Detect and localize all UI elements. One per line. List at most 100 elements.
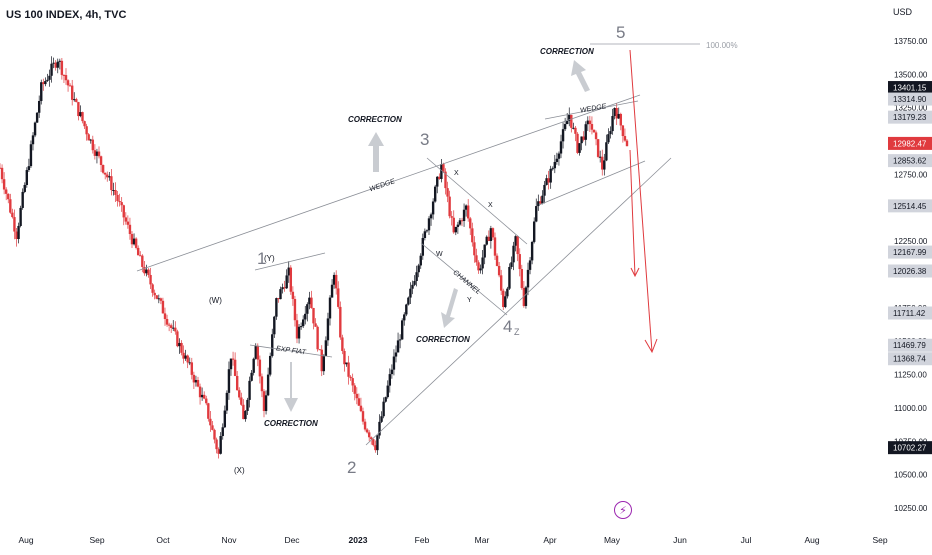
candle-body bbox=[304, 313, 307, 320]
candle-body bbox=[233, 359, 237, 376]
candle-body bbox=[324, 340, 328, 357]
candle-body bbox=[392, 356, 396, 370]
candle-body bbox=[101, 164, 105, 173]
currency-label: USD bbox=[893, 7, 913, 17]
projection-arrow-secondary bbox=[629, 149, 636, 277]
candle-body bbox=[244, 410, 247, 420]
price-label-text: 10702.27 bbox=[893, 444, 927, 453]
candle-body bbox=[398, 339, 402, 341]
candle-body bbox=[502, 290, 505, 308]
x-tick-label: Jun bbox=[673, 535, 687, 545]
price-label-box bbox=[888, 338, 932, 352]
candle-body bbox=[563, 124, 567, 130]
correction-arrow-down-flat bbox=[284, 362, 298, 412]
candle-body bbox=[79, 112, 82, 117]
candle-body bbox=[537, 201, 540, 207]
candle-body bbox=[139, 255, 142, 257]
candle-body bbox=[328, 297, 332, 319]
channel-lower-line bbox=[420, 242, 508, 316]
candle-body bbox=[623, 136, 627, 141]
lightning-icon[interactable]: ⚡ bbox=[614, 501, 632, 519]
candle-body bbox=[596, 139, 600, 157]
candle-body bbox=[466, 205, 470, 219]
candle-body bbox=[421, 237, 425, 256]
price-label-box bbox=[888, 154, 932, 168]
correction-label-wedge: CORRECTION bbox=[348, 115, 402, 124]
candle-body bbox=[174, 327, 177, 332]
wave-label-w-minor: W bbox=[436, 251, 443, 258]
candle-body bbox=[363, 421, 367, 430]
candle-body bbox=[370, 437, 373, 440]
candle-body bbox=[33, 122, 37, 136]
y-tick-label: 12750.00 bbox=[894, 170, 928, 179]
candle-body bbox=[219, 436, 222, 454]
price-label-text: 13401.15 bbox=[893, 84, 927, 93]
chart-title: US 100 INDEX, 4h, TVC bbox=[6, 9, 127, 21]
candle-body bbox=[438, 176, 441, 179]
correction-label-top: CORRECTION bbox=[540, 47, 594, 56]
candle-body bbox=[355, 393, 359, 399]
flat-lower-line bbox=[249, 344, 333, 358]
x-tick-label: Dec bbox=[284, 535, 300, 545]
candle-body bbox=[301, 319, 305, 327]
candle-body bbox=[485, 236, 488, 245]
candle-body bbox=[510, 262, 513, 267]
candle-body bbox=[64, 75, 68, 81]
price-label-box bbox=[888, 245, 932, 259]
candle-body bbox=[242, 404, 245, 420]
wave-label-1y: (Y) bbox=[264, 254, 275, 263]
candle-body bbox=[277, 298, 280, 300]
candle-body bbox=[594, 132, 598, 140]
candle-body bbox=[134, 238, 138, 248]
candle-body bbox=[607, 134, 610, 143]
candle-body bbox=[264, 395, 268, 412]
x-tick-label: May bbox=[604, 535, 621, 545]
candle-body bbox=[124, 217, 128, 222]
trendlines bbox=[136, 43, 700, 446]
candle-body bbox=[252, 358, 255, 373]
candle-body bbox=[312, 307, 315, 324]
candle-body bbox=[42, 82, 45, 85]
y-tick-label: 10250.00 bbox=[894, 504, 928, 513]
candle-body bbox=[289, 267, 293, 292]
candle-body bbox=[308, 297, 311, 305]
candle-body bbox=[17, 225, 20, 240]
wave-label-x-minor-2: X bbox=[488, 202, 493, 209]
candle-body bbox=[462, 209, 466, 222]
candle-body bbox=[209, 418, 212, 426]
x-axis[interactable]: Aug Sep Oct Nov Dec 2023 Feb Mar Apr May Jun Jul Aug… bbox=[18, 535, 887, 545]
candle-body bbox=[450, 216, 453, 218]
candle-body bbox=[110, 176, 113, 191]
candle-body bbox=[524, 287, 528, 306]
candle-body bbox=[15, 231, 18, 240]
candle-body bbox=[508, 266, 511, 289]
candle-body bbox=[13, 217, 16, 232]
candle-body bbox=[320, 349, 323, 372]
candle-body bbox=[615, 108, 618, 119]
candle-body bbox=[40, 82, 43, 101]
wave-label-1: 1 bbox=[257, 249, 266, 268]
candle-body bbox=[83, 121, 86, 127]
candle-body bbox=[231, 358, 235, 360]
candle-body bbox=[559, 141, 563, 154]
price-label-text: 12982.47 bbox=[893, 139, 927, 148]
candle-body bbox=[295, 320, 299, 339]
candle-body bbox=[557, 153, 561, 159]
candle-body bbox=[147, 269, 150, 275]
price-label-text: 11368.74 bbox=[893, 355, 926, 364]
flat-upper-line bbox=[254, 252, 326, 271]
candle-body bbox=[75, 99, 78, 103]
candle-body bbox=[332, 274, 336, 285]
candle-body bbox=[2, 179, 6, 190]
wedge-upper-line bbox=[136, 94, 641, 272]
candle-body bbox=[555, 158, 559, 162]
candle-body bbox=[73, 99, 76, 101]
candle-body bbox=[85, 126, 88, 135]
candle-body bbox=[52, 62, 55, 64]
candle-body bbox=[609, 131, 612, 135]
candle-body bbox=[281, 287, 284, 290]
x-tick-label: Mar bbox=[475, 535, 490, 545]
candle-body bbox=[291, 291, 295, 299]
